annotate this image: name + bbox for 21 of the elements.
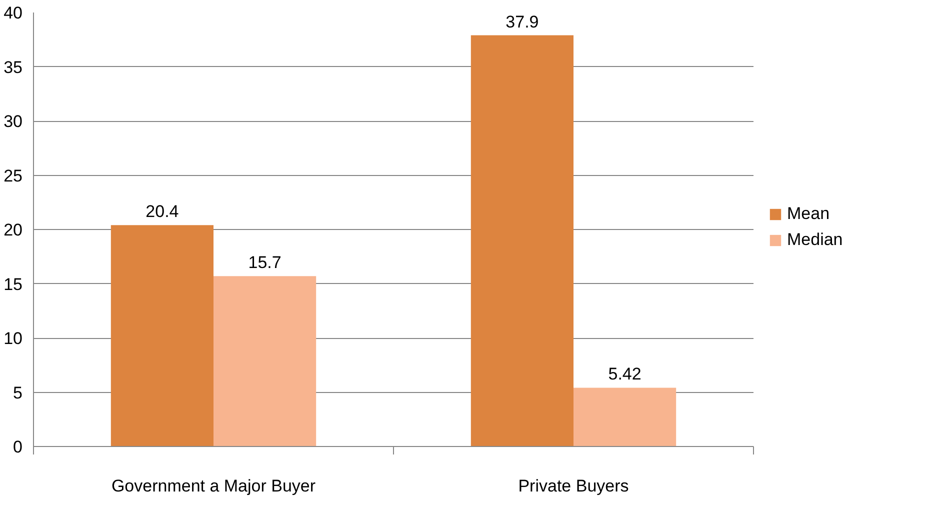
y-tick-label: 30 xyxy=(4,112,23,131)
x-tick-label: Private Buyers xyxy=(518,476,629,496)
y-tick-label: 35 xyxy=(4,58,23,77)
legend-label: Mean xyxy=(787,204,830,224)
bar xyxy=(470,35,574,446)
data-label: 37.9 xyxy=(506,12,539,32)
y-tick-label: 10 xyxy=(4,329,23,348)
bar xyxy=(214,276,316,446)
y-tick-label: 20 xyxy=(4,220,23,240)
data-label: 15.7 xyxy=(248,253,282,272)
bar xyxy=(110,225,214,446)
data-label: 20.4 xyxy=(146,202,179,222)
x-tick-label: Government a Major Buyer xyxy=(111,476,316,496)
bar xyxy=(574,388,676,446)
legend-label: Median xyxy=(787,230,843,250)
y-tick-label: 0 xyxy=(13,438,23,456)
y-tick-label: 15 xyxy=(4,274,23,294)
y-tick-label: 40 xyxy=(4,4,23,22)
data-label: 5.42 xyxy=(608,364,642,384)
y-tick-label: 5 xyxy=(13,383,23,402)
y-tick-label: 25 xyxy=(4,166,23,186)
